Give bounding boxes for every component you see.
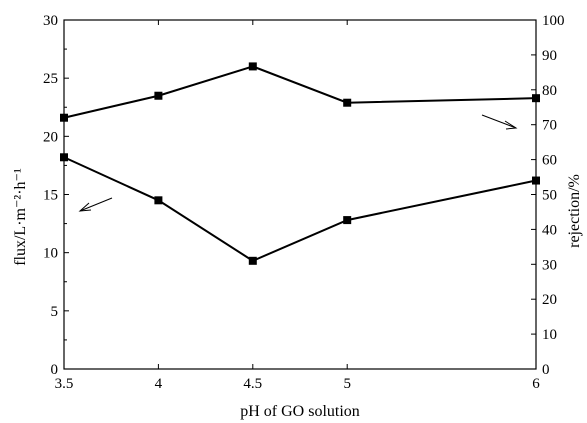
rejection-data-point xyxy=(154,91,163,100)
x-tick-label: 5 xyxy=(343,376,351,392)
right-y-tick-label: 40 xyxy=(542,222,557,238)
rejection-data-point xyxy=(60,113,68,122)
right-y-tick-label: 80 xyxy=(542,83,557,99)
left-y-tick-label: 5 xyxy=(51,304,59,320)
flux-series-line xyxy=(63,156,537,262)
left-y-tick-label: 20 xyxy=(43,129,58,145)
left-y-tick-label: 0 xyxy=(51,362,59,378)
flux-data-point xyxy=(154,196,163,205)
right-y-tick-label: 60 xyxy=(542,153,557,169)
arrow-shaft xyxy=(79,197,113,212)
right-y-tick-label: 20 xyxy=(542,292,557,308)
left-y-tick-label: 10 xyxy=(43,246,58,262)
flux-data-point xyxy=(532,176,540,185)
right-y-tick-label: 70 xyxy=(542,118,557,134)
arrow-head xyxy=(78,202,92,212)
x-tick-label: 3.5 xyxy=(55,376,74,392)
rejection-series-line xyxy=(63,65,537,119)
right-y-axis-title: rejection/% xyxy=(566,174,583,248)
flux-data-point xyxy=(248,256,257,265)
right-y-tick-label: 0 xyxy=(542,362,550,378)
left-y-axis-title: flux/L·m⁻²·h⁻¹ xyxy=(12,168,29,266)
x-axis-title: pH of GO solution xyxy=(240,403,360,420)
annotations xyxy=(78,114,518,212)
arrow-to-left-axis xyxy=(78,197,113,212)
x-tick-label: 6 xyxy=(532,376,540,392)
left-y-tick-label: 30 xyxy=(43,13,58,29)
rejection-data-point xyxy=(532,94,540,103)
right-y-tick-label: 100 xyxy=(542,13,565,29)
right-y-tick-label: 90 xyxy=(542,48,557,64)
arrow-head xyxy=(504,120,518,130)
rejection-data-point xyxy=(248,62,257,71)
right-y-tick-label: 50 xyxy=(542,188,557,204)
rejection-data-point xyxy=(343,98,352,107)
flux-data-point xyxy=(343,216,352,225)
right-y-tick-label: 30 xyxy=(542,257,557,273)
flux-data-point xyxy=(60,153,68,162)
right-y-tick-label: 10 xyxy=(542,327,557,343)
x-tick-label: 4.5 xyxy=(243,376,262,392)
left-y-tick-label: 15 xyxy=(43,188,58,204)
series xyxy=(60,62,540,265)
arrow-to-right-axis xyxy=(481,114,518,130)
left-y-tick-label: 25 xyxy=(43,71,58,87)
ticks: 3.5 4 4.5 5 60510152025300102030405060708090… xyxy=(43,13,565,392)
arrow-shaft xyxy=(481,114,517,129)
x-tick-label: 4 xyxy=(155,376,163,392)
